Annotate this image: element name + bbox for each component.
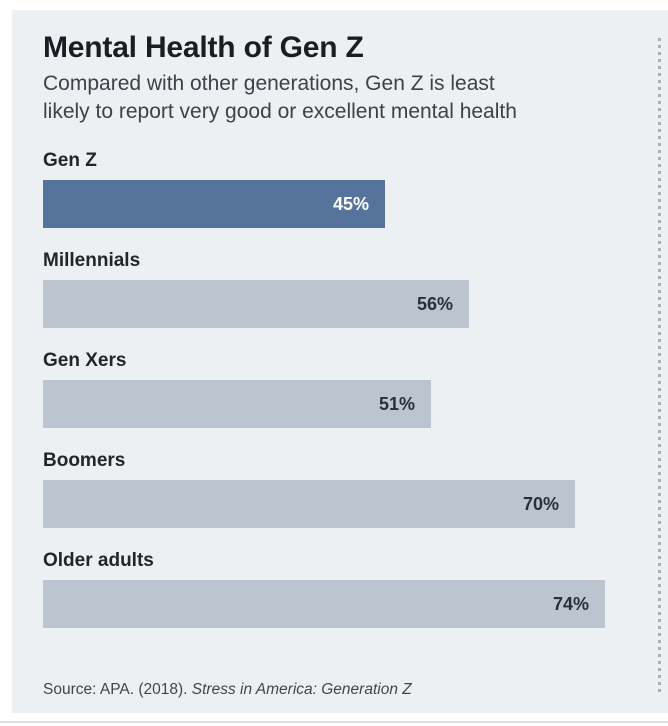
bar-category-label: Millennials — [43, 250, 141, 271]
chart-card: Mental Health of Gen Z Compared with oth… — [12, 10, 668, 713]
bar-row: Boomers 70% — [43, 450, 668, 528]
source-citation: Stress in America: Generation Z — [191, 681, 412, 698]
bar: 56% — [43, 280, 469, 328]
chart-title: Mental Health of Gen Z — [43, 31, 364, 64]
bar-category-label: Older adults — [43, 550, 154, 571]
bar-value-label: 45% — [332, 193, 369, 214]
bar-value-label: 56% — [416, 293, 453, 314]
bar: 70% — [43, 480, 575, 528]
bar-row: Millennials 56% — [43, 250, 668, 328]
chart-subtitle: Compared with other generations, Gen Z i… — [43, 70, 668, 126]
dotted-divider-line — [658, 38, 661, 692]
source-prefix: Source: APA. (2018). — [43, 681, 192, 698]
chart-subtitle-line-1: Compared with other generations, Gen Z i… — [43, 72, 495, 95]
source-note: Source: APA. (2018). Stress in America: … — [43, 681, 412, 699]
bar: 45% — [43, 180, 385, 228]
bottom-edge-line — [0, 721, 668, 723]
bar-category-label: Gen Z — [43, 150, 97, 171]
bar-category-label: Boomers — [43, 450, 126, 471]
bar-row: Older adults 74% — [43, 550, 668, 628]
bar-value-label: 70% — [522, 493, 559, 514]
bar-row: Gen Z 45% — [43, 150, 668, 228]
chart-subtitle-line-2: likely to report very good or excellent … — [43, 100, 517, 123]
bar-value-label: 51% — [378, 393, 415, 414]
bar-row: Gen Xers 51% — [43, 350, 668, 428]
bar-chart: Gen Z 45% Millennials 56% Gen Xers 51% B… — [43, 150, 668, 628]
bar: 74% — [43, 580, 605, 628]
bar: 51% — [43, 380, 431, 428]
bar-value-label: 74% — [552, 593, 589, 614]
bar-category-label: Gen Xers — [43, 350, 127, 371]
